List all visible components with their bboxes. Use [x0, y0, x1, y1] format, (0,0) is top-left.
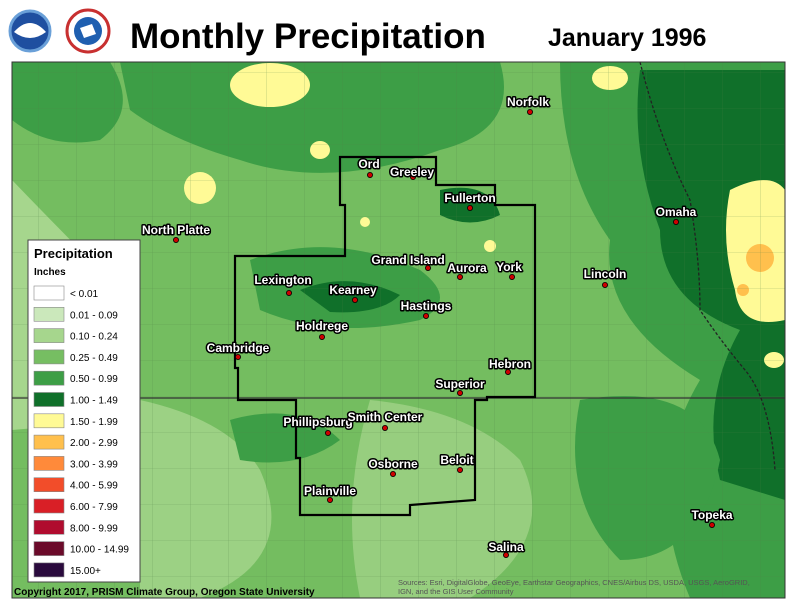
city-label: Fullerton	[444, 191, 495, 205]
city-dot	[285, 289, 292, 296]
city-label: Beloit	[440, 453, 473, 467]
legend-label: 0.25 - 0.49	[70, 353, 118, 364]
city-label: Osborne	[368, 457, 418, 471]
legend-label: 10.00 - 14.99	[70, 545, 129, 556]
city-label: Smith Center	[348, 410, 423, 424]
city-dot	[502, 552, 509, 559]
copyright: Copyright 2017, PRISM Climate Group, Ore…	[14, 587, 315, 598]
city-dot	[456, 389, 463, 396]
city-dot	[326, 496, 333, 503]
legend-swatch	[33, 541, 65, 556]
city-label: Lexington	[254, 273, 311, 287]
legend-swatch	[33, 413, 65, 429]
city-dot	[424, 264, 431, 271]
legend-swatch	[33, 285, 65, 301]
city-dot	[234, 353, 241, 360]
city-label: North Platte	[142, 223, 210, 237]
city-dot	[709, 522, 716, 529]
city-dot	[504, 368, 511, 375]
city-label: Superior	[435, 377, 485, 391]
legend-label: 2.00 - 2.99	[70, 438, 118, 449]
legend-label: 8.00 - 9.99	[70, 523, 118, 534]
city-label: Plainville	[304, 484, 356, 498]
city-dot	[456, 466, 463, 473]
city-dot	[389, 470, 396, 477]
legend-swatch	[33, 456, 65, 471]
legend-label: 4.00 - 5.99	[70, 481, 118, 492]
city-label: Norfolk	[507, 95, 549, 109]
legend-swatch	[33, 306, 65, 322]
city-dot	[318, 333, 325, 340]
city-label: Omaha	[656, 205, 697, 219]
city-dot	[527, 109, 534, 116]
date: January 1996	[548, 24, 706, 52]
legend-label: 1.50 - 1.99	[70, 417, 118, 428]
legend-title: Precipitation	[34, 246, 113, 261]
legend-label: 15.00+	[70, 566, 101, 577]
city-label: Salina	[488, 540, 524, 554]
sources: IGN, and the GIS User Community	[398, 587, 514, 596]
city-label: Grand Island	[371, 253, 444, 267]
legend-label: 0.50 - 0.99	[70, 374, 118, 385]
city-dot	[673, 218, 680, 225]
legend-label: 0.10 - 0.24	[70, 332, 118, 343]
legend-swatch	[33, 370, 65, 386]
city-dot	[508, 273, 515, 280]
legend-swatch	[33, 519, 65, 535]
legend-swatch	[33, 562, 65, 578]
city-label: Topeka	[691, 508, 732, 522]
city-label: Phillipsburg	[283, 415, 352, 429]
legend-label: 1.00 - 1.49	[70, 396, 118, 407]
title: Monthly Precipitation	[130, 17, 486, 56]
legend-swatch	[33, 328, 65, 343]
sources: Sources: Esri, DigitalGlobe, GeoEye, Ear…	[398, 578, 750, 587]
legend-units: Inches	[34, 267, 66, 278]
city-label: York	[496, 260, 522, 274]
city-label: Aurora	[447, 261, 487, 275]
city-dot	[381, 424, 388, 431]
city-label: Greeley	[390, 165, 434, 179]
city-dot	[366, 171, 373, 178]
city-dot	[324, 429, 331, 436]
legend-swatch	[33, 434, 65, 450]
legend-label: 6.00 - 7.99	[70, 502, 118, 513]
city-labels: Norfolk Ord Greeley Fullerton North Platte Om…	[140, 94, 734, 559]
city-dot	[172, 236, 179, 243]
legend-swatch	[33, 477, 65, 493]
legend-swatch	[33, 392, 65, 407]
city-label: Holdrege	[296, 319, 348, 333]
city-dot	[422, 312, 429, 319]
city-dot	[351, 296, 358, 303]
legend: Precipitation Inches < 0.01 0.01 - 0.09 0.…	[27, 239, 141, 583]
city-dot	[602, 281, 609, 288]
logos	[8, 8, 111, 54]
legend-label: 0.01 - 0.09	[70, 310, 118, 321]
city-label: Hebron	[489, 357, 531, 371]
city-label: Lincoln	[584, 267, 627, 281]
legend-swatch	[33, 349, 65, 365]
legend-label: < 0.01	[70, 289, 99, 300]
city-label: Cambridge	[207, 341, 270, 355]
city-label: Ord	[358, 157, 379, 171]
city-dot	[466, 204, 473, 211]
legend-label: 3.00 - 3.99	[70, 459, 118, 470]
city-dot	[409, 173, 416, 180]
city-dot	[456, 273, 463, 280]
legend-swatch	[33, 498, 65, 514]
city-label: Hastings	[401, 299, 452, 313]
city-label: Kearney	[329, 283, 377, 297]
